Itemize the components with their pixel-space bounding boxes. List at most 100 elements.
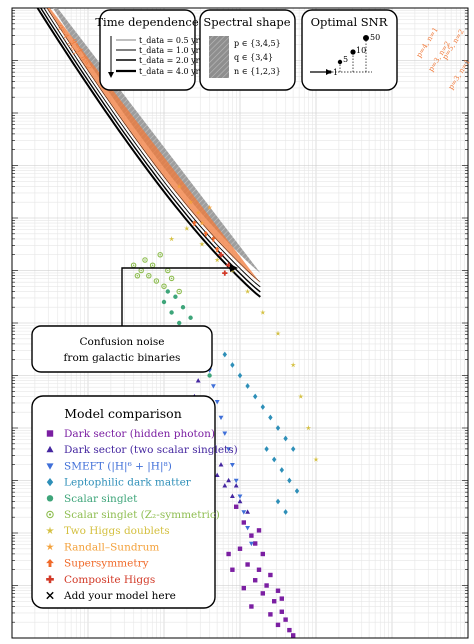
- data-point: [264, 446, 269, 452]
- data-point: [245, 562, 250, 567]
- legend-label-8: Supersymmetry: [64, 558, 149, 570]
- spectral-item-1: q ∈ {3,4}: [234, 53, 273, 62]
- data-point: [279, 609, 284, 614]
- data-point: [237, 494, 243, 499]
- data-point: [260, 404, 265, 410]
- data-point: [226, 551, 231, 557]
- data-point: [218, 462, 224, 467]
- data-point: [244, 288, 251, 294]
- data-point: [203, 230, 209, 237]
- data-point: [290, 362, 296, 368]
- series-7: [176, 183, 213, 226]
- data-point: [176, 288, 182, 295]
- data-point: [291, 633, 296, 638]
- data-point: [268, 572, 273, 578]
- data-point: [206, 204, 213, 210]
- data-point: [275, 330, 281, 336]
- legend-label-10: Add your model here: [63, 590, 176, 602]
- legend-marker-6: [46, 526, 54, 535]
- legend-marker-3: [46, 477, 54, 487]
- data-point: [279, 467, 284, 473]
- data-point: [226, 477, 232, 483]
- data-point: [222, 351, 227, 358]
- time-item-0: t_data = 0.5 yr: [139, 36, 200, 45]
- data-point: [287, 477, 292, 484]
- data-point: [142, 257, 148, 263]
- confusion-noise-annotation: Confusion noise from galactic binaries: [31, 264, 238, 373]
- data-point: [256, 567, 262, 572]
- legend-entry-10: Add your model here: [46, 590, 176, 602]
- data-point: [294, 488, 300, 494]
- legend-entry-9: Composite Higgs: [46, 574, 155, 586]
- sensitivity-curve-1: [43, 8, 261, 288]
- data-point: [207, 373, 212, 378]
- data-point: [134, 272, 141, 279]
- data-point: [275, 425, 281, 431]
- data-point: [195, 209, 201, 216]
- data-point: [268, 612, 273, 617]
- data-point: [191, 220, 198, 226]
- data-point: [268, 414, 273, 421]
- snr-value-10: 10: [356, 46, 366, 55]
- snr-value-50: 50: [370, 33, 380, 42]
- data-point: [245, 525, 251, 531]
- legend-marker-1: [46, 445, 54, 453]
- data-point: [233, 478, 239, 484]
- legend-marker-8: [46, 558, 54, 567]
- data-point: [275, 498, 281, 505]
- sensitivity-curve-0: [46, 8, 261, 283]
- data-point: [161, 299, 167, 305]
- legend-entry-3: Leptophilic dark matter: [46, 477, 192, 489]
- data-point: [237, 546, 243, 551]
- spectral-hatch-icon: [209, 36, 229, 78]
- legend-entry-5: Scalar singlet (Z₂-symmetric): [46, 509, 220, 521]
- data-point: [237, 372, 243, 379]
- data-point: [222, 270, 228, 276]
- series-0: [226, 504, 296, 638]
- data-point: [187, 199, 194, 205]
- legend-label-1: Dark sector (two scalar singlets): [64, 444, 238, 456]
- data-point: [249, 604, 254, 609]
- data-point: [230, 567, 235, 572]
- data-point: [264, 583, 269, 588]
- panel-spectral-shape: Spectral shape p ∈ {3,4,5} q ∈ {3,4} n ∈…: [199, 9, 296, 91]
- legend-label-5: Scalar singlet (Z₂-symmetric): [64, 509, 220, 521]
- data-point: [210, 236, 217, 242]
- data-point: [283, 509, 288, 515]
- data-point: [157, 252, 163, 258]
- panel-time-title: Time dependence: [95, 15, 198, 29]
- data-point: [176, 183, 182, 189]
- data-point: [214, 257, 220, 263]
- data-point: [230, 362, 235, 368]
- data-point: [226, 447, 232, 452]
- legend-entries: Dark sector (hidden photon) Dark sector (…: [46, 428, 238, 602]
- data-point: [237, 498, 243, 504]
- legend-marker-10: [46, 591, 54, 600]
- axis-ticks: [12, 10, 468, 639]
- time-item-2: t_data = 2.0 yr: [139, 56, 200, 65]
- annotation-line-1: from galactic binaries: [64, 352, 181, 364]
- legend-label-3: Leptophilic dark matter: [64, 477, 192, 489]
- data-point: [146, 272, 152, 279]
- annotation-line-0: Confusion noise: [80, 336, 165, 348]
- legend-label-9: Composite Higgs: [64, 574, 155, 586]
- data-point: [241, 520, 246, 525]
- data-point: [260, 309, 266, 315]
- time-item-1: t_data = 1.0 yr: [139, 46, 200, 55]
- data-point: [287, 627, 292, 633]
- data-point: [218, 415, 224, 421]
- legend-marker-4: [46, 495, 54, 502]
- data-point: [168, 275, 175, 282]
- snr-value-5: 5: [343, 55, 348, 64]
- legend-marker-9: [46, 575, 54, 584]
- data-point: [233, 483, 239, 488]
- series-3: [222, 351, 300, 515]
- data-point: [222, 431, 228, 436]
- data-point: [234, 504, 239, 509]
- data-point: [275, 588, 281, 593]
- data-point: [275, 622, 281, 628]
- legend-marker-7: [46, 542, 54, 551]
- data-point: [210, 384, 216, 389]
- data-point: [313, 456, 319, 462]
